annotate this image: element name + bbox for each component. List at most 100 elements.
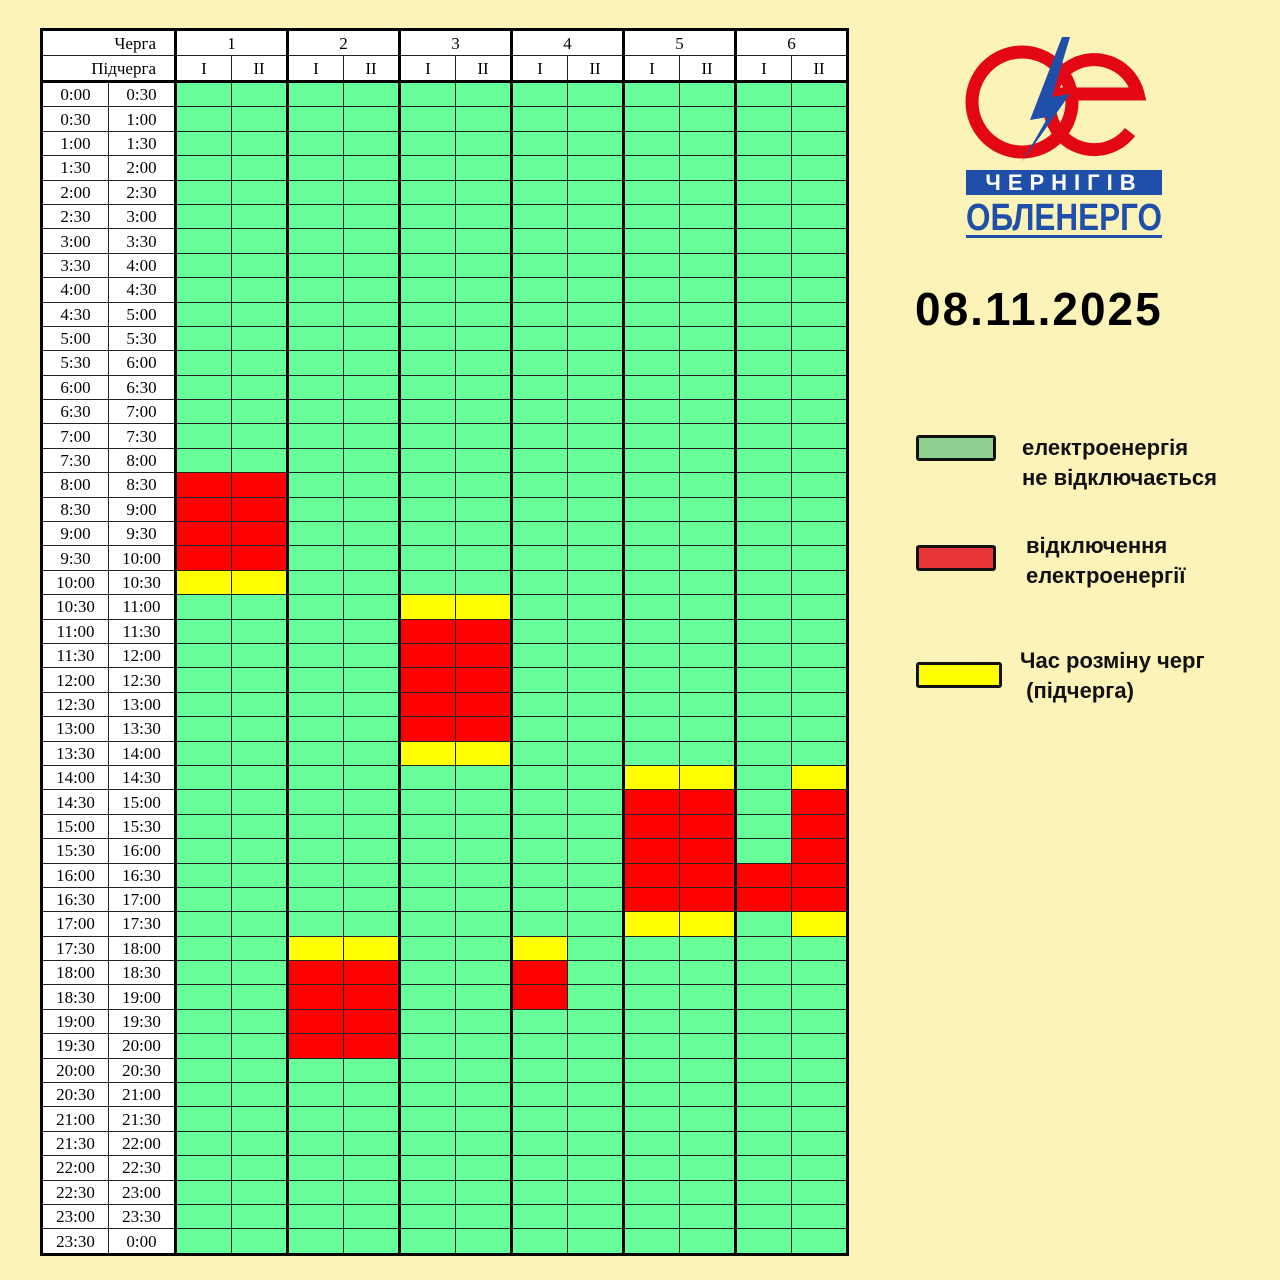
power-on-cell — [510, 1179, 568, 1205]
slot-end-time: 19:00 — [108, 984, 176, 1010]
power-on-cell — [455, 545, 512, 571]
power-on-cell — [231, 789, 288, 815]
outage-cell — [679, 886, 736, 913]
power-on-cell — [567, 862, 624, 888]
slot-end-time: 8:00 — [108, 447, 176, 474]
time-slot-row: 11:00 11:30 — [41, 618, 848, 644]
power-on-cell — [679, 618, 736, 644]
power-on-cell — [679, 325, 736, 352]
power-on-cell — [343, 691, 400, 718]
power-on-cell — [622, 130, 680, 157]
power-on-cell — [455, 1130, 512, 1157]
power-on-cell — [679, 1057, 736, 1084]
switch-time-cell — [343, 935, 400, 962]
slot-start-time: 19:00 — [41, 1008, 109, 1035]
legend-item-power-off: відключення електроенергії — [916, 533, 1185, 591]
power-on-cell — [174, 1008, 232, 1035]
power-on-cell — [286, 1057, 344, 1084]
power-on-cell — [567, 521, 624, 547]
outage-cell — [791, 813, 848, 840]
power-on-cell — [174, 618, 232, 644]
outage-cell — [286, 1033, 344, 1059]
outage-cell — [174, 521, 232, 547]
power-on-cell — [679, 642, 736, 669]
power-on-cell — [455, 252, 512, 279]
power-on-cell — [398, 911, 456, 937]
power-on-cell — [343, 80, 400, 108]
power-on-cell — [343, 1228, 400, 1255]
power-on-cell — [510, 325, 568, 352]
slot-start-time: 17:00 — [41, 911, 109, 937]
power-on-cell — [567, 80, 624, 108]
power-on-cell — [174, 350, 232, 376]
power-on-cell — [455, 1228, 512, 1255]
power-on-cell — [567, 447, 624, 474]
power-on-cell — [567, 423, 624, 449]
time-slot-row: 16:30 17:00 — [41, 886, 848, 913]
slot-start-time: 15:30 — [41, 838, 109, 864]
power-on-cell — [734, 1179, 792, 1205]
time-slot-row: 4:30 5:00 — [41, 301, 848, 327]
power-on-cell — [343, 716, 400, 742]
slot-end-time: 12:00 — [108, 642, 176, 669]
time-slot-row: 21:30 22:00 — [41, 1130, 848, 1157]
switch-time-cell — [510, 935, 568, 962]
power-on-cell — [567, 252, 624, 279]
slot-start-time: 15:00 — [41, 813, 109, 840]
power-on-cell — [567, 399, 624, 425]
power-on-cell — [231, 301, 288, 327]
time-slot-row: 23:30 0:00 — [41, 1228, 848, 1255]
switch-time-cell — [455, 594, 512, 620]
power-on-cell — [510, 521, 568, 547]
power-on-cell — [734, 1130, 792, 1157]
time-slot-row: 4:00 4:30 — [41, 277, 848, 303]
slot-start-time: 3:00 — [41, 228, 109, 254]
power-on-cell — [679, 545, 736, 571]
power-on-cell — [455, 374, 512, 401]
slot-start-time: 5:30 — [41, 350, 109, 376]
power-on-cell — [567, 984, 624, 1010]
power-on-cell — [231, 1057, 288, 1084]
power-on-cell — [622, 642, 680, 669]
slot-start-time: 3:30 — [41, 252, 109, 279]
power-on-cell — [286, 716, 344, 742]
slot-end-time: 7:30 — [108, 423, 176, 449]
power-on-cell — [286, 203, 344, 230]
power-on-cell — [622, 496, 680, 523]
switch-time-cell — [622, 764, 680, 791]
outage-cell — [286, 984, 344, 1010]
power-on-cell — [231, 325, 288, 352]
power-on-cell — [679, 447, 736, 474]
power-on-cell — [622, 740, 680, 766]
power-on-cell — [734, 80, 792, 108]
power-on-cell — [174, 1155, 232, 1181]
slot-start-time: 21:00 — [41, 1106, 109, 1132]
power-on-cell — [174, 642, 232, 669]
subqueue-5-I-header: I — [622, 55, 680, 83]
power-on-cell — [622, 716, 680, 742]
subqueue-2-II-header: II — [343, 55, 400, 83]
outage-cell — [679, 838, 736, 864]
slot-end-time: 17:00 — [108, 886, 176, 913]
power-on-cell — [343, 277, 400, 303]
power-on-cell — [510, 691, 568, 718]
power-on-cell — [343, 1155, 400, 1181]
time-slot-row: 10:00 10:30 — [41, 569, 848, 596]
power-on-cell — [455, 399, 512, 425]
outage-cell — [286, 960, 344, 986]
power-on-cell — [343, 399, 400, 425]
power-on-cell — [567, 1228, 624, 1255]
power-on-cell — [567, 642, 624, 669]
power-on-cell — [622, 1130, 680, 1157]
power-on-cell — [231, 252, 288, 279]
power-on-cell — [174, 203, 232, 230]
slot-end-time: 22:30 — [108, 1155, 176, 1181]
power-on-cell — [398, 228, 456, 254]
switch-time-cell — [679, 764, 736, 791]
power-on-cell — [343, 740, 400, 766]
power-on-cell — [174, 594, 232, 620]
slot-end-time: 9:00 — [108, 496, 176, 523]
power-on-cell — [231, 716, 288, 742]
power-on-cell — [343, 667, 400, 693]
power-on-cell — [286, 1130, 344, 1157]
